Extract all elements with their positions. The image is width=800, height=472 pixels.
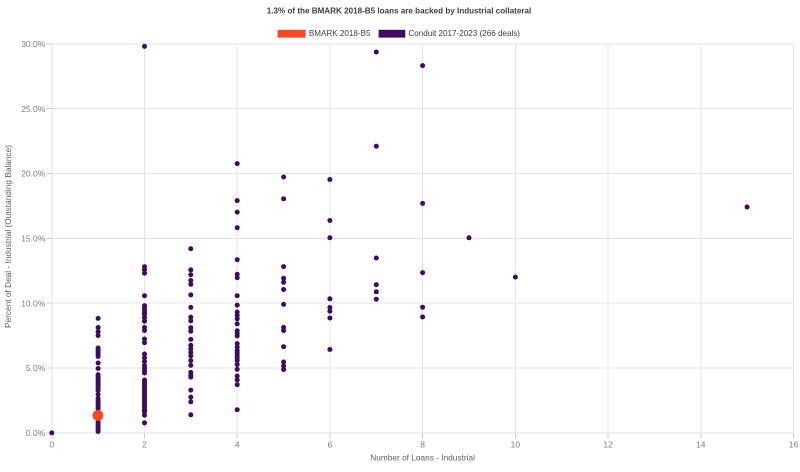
svg-text:10: 10 [511,439,521,449]
svg-text:2: 2 [142,439,147,449]
svg-text:Conduit 2017-2023 (266 deals): Conduit 2017-2023 (266 deals) [408,29,520,38]
svg-text:25.0%: 25.0% [21,104,46,114]
svg-text:15.0%: 15.0% [21,234,46,244]
svg-text:Percent of Deal - Industrial (: Percent of Deal - Industrial (Outstandin… [3,145,13,328]
svg-text:10.0%: 10.0% [21,298,46,308]
svg-text:Number of Loans - Industrial: Number of Loans - Industrial [370,452,475,462]
svg-text:8: 8 [420,439,425,449]
svg-text:BMARK 2018-B5: BMARK 2018-B5 [309,29,371,38]
svg-text:14: 14 [696,439,706,449]
svg-text:0.0%: 0.0% [26,428,46,438]
svg-text:1.3% of the BMARK 2018-B5 loan: 1.3% of the BMARK 2018-B5 loans are back… [267,7,531,16]
svg-text:0: 0 [49,439,54,449]
svg-text:16: 16 [789,439,799,449]
svg-text:30.0%: 30.0% [21,39,46,49]
svg-text:6: 6 [328,439,333,449]
svg-text:5.0%: 5.0% [26,363,46,373]
svg-text:20.0%: 20.0% [21,169,46,179]
svg-text:4: 4 [235,439,240,449]
svg-text:12: 12 [603,439,613,449]
